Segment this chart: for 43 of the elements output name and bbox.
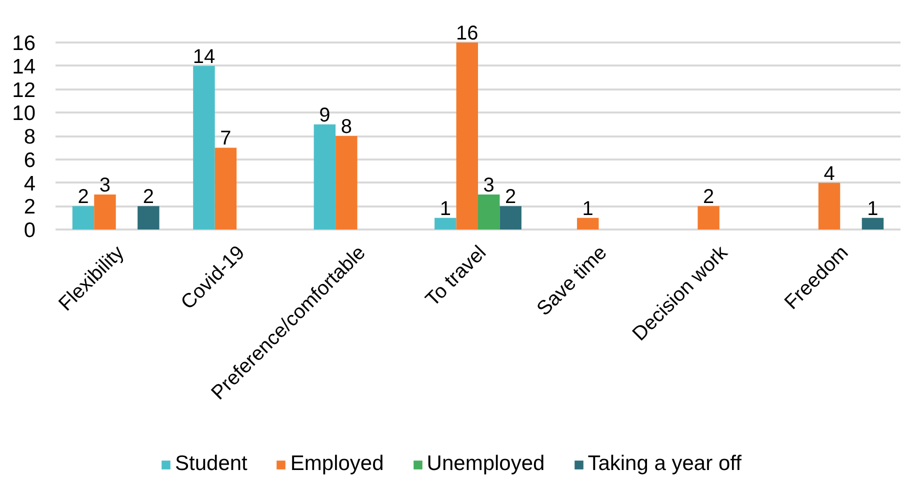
bar	[698, 206, 720, 230]
data-label: 7	[220, 128, 232, 150]
legend-label: Student	[175, 452, 248, 476]
data-label: 1	[867, 198, 878, 220]
legend-label: Employed	[290, 452, 384, 476]
data-label: 2	[78, 186, 89, 208]
bar	[214, 148, 237, 230]
data-label: 8	[340, 116, 352, 138]
bar	[818, 182, 840, 230]
data-label: 16	[456, 22, 478, 44]
bar	[193, 66, 215, 230]
data-label: 1	[582, 198, 594, 220]
data-label: 1	[440, 198, 451, 220]
data-label: 4	[824, 162, 835, 185]
data-label: 2	[505, 186, 516, 208]
bar	[314, 124, 336, 230]
bar	[336, 136, 358, 230]
y-tick-label: 0	[24, 219, 36, 242]
y-tick-label: 8	[24, 126, 36, 148]
bar	[138, 206, 160, 230]
bar	[862, 218, 884, 230]
data-label: 2	[703, 186, 714, 208]
data-label: 2	[142, 186, 154, 208]
data-label: 14	[192, 46, 216, 68]
y-tick-label: 6	[24, 148, 36, 172]
bar	[478, 194, 500, 230]
y-tick-label: 4	[24, 172, 36, 196]
bar	[576, 218, 599, 230]
y-tick-label: 16	[12, 32, 36, 55]
y-tick-label: 14	[12, 55, 36, 78]
bar	[72, 206, 94, 230]
bar	[456, 42, 478, 230]
bar	[94, 194, 116, 230]
y-tick-label: 12	[12, 78, 36, 102]
legend-label: Unemployed	[426, 452, 545, 476]
y-tick-label: 2	[24, 196, 36, 219]
y-tick-label: 10	[12, 102, 36, 126]
data-label: 3	[483, 174, 494, 196]
data-label: 9	[319, 104, 330, 126]
legend-label: Taking a year off	[588, 452, 742, 476]
bar	[500, 206, 522, 230]
data-label: 3	[99, 174, 111, 196]
bar	[434, 218, 456, 230]
